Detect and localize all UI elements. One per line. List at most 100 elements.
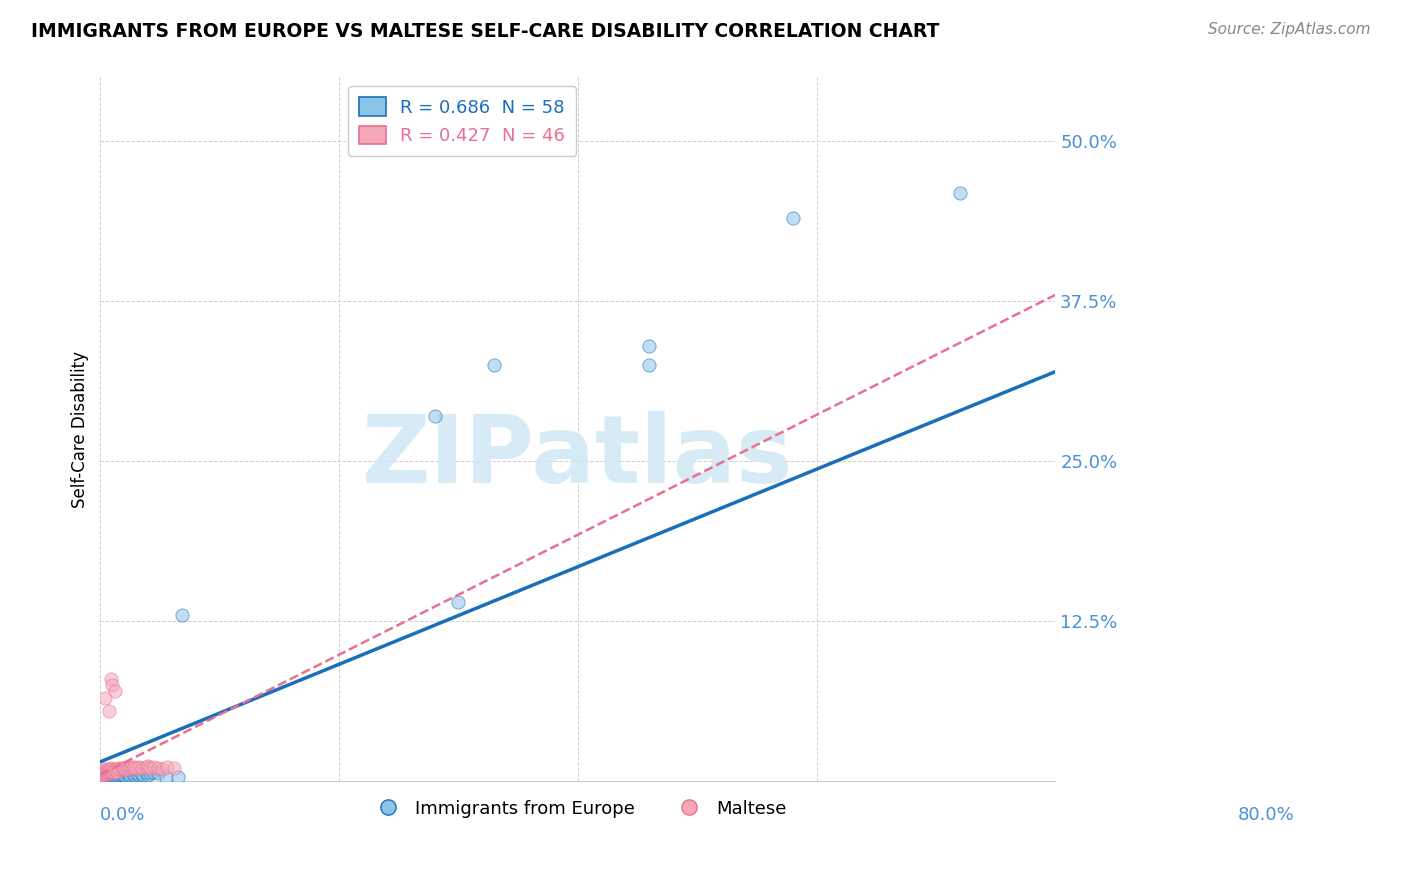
Point [112, 761, 135, 775]
Text: 80.0%: 80.0% [1237, 805, 1294, 823]
Point [96, 770, 118, 784]
Point [105, 765, 128, 780]
Point [101, 769, 124, 783]
Point [170, 607, 193, 622]
Point [104, 766, 127, 780]
Point [93, 767, 115, 781]
Text: 0.0%: 0.0% [100, 805, 146, 823]
Point [112, 767, 135, 781]
Point [101, 764, 124, 778]
Point [107, 765, 129, 780]
Point [104, 769, 127, 783]
Point [638, 358, 661, 372]
Point [96, 765, 118, 780]
Point [135, 765, 157, 780]
Point [98, 763, 121, 777]
Point [120, 760, 142, 774]
Point [98, 765, 121, 780]
Point [111, 766, 134, 780]
Point [121, 761, 143, 775]
Point [121, 766, 143, 780]
Point [163, 761, 186, 775]
Point [114, 769, 136, 783]
Point [101, 767, 124, 781]
Point [128, 767, 150, 781]
Point [136, 767, 159, 781]
Point [94, 690, 117, 705]
Point [120, 761, 142, 775]
Point [949, 186, 972, 200]
Point [103, 763, 125, 777]
Point [91, 764, 114, 778]
Point [139, 761, 162, 775]
Point [96, 766, 118, 780]
Text: Source: ZipAtlas.com: Source: ZipAtlas.com [1208, 22, 1371, 37]
Point [122, 760, 145, 774]
Point [97, 767, 120, 781]
Point [100, 767, 122, 781]
Point [98, 769, 121, 783]
Point [152, 763, 174, 777]
Point [101, 765, 124, 780]
Point [112, 767, 135, 781]
Point [107, 769, 129, 783]
Point [135, 760, 157, 774]
Point [103, 766, 125, 780]
Point [100, 672, 122, 686]
Point [111, 761, 134, 775]
Text: ZIPatlas: ZIPatlas [363, 411, 793, 503]
Point [143, 760, 166, 774]
Point [100, 765, 122, 780]
Point [115, 761, 138, 775]
Point [167, 770, 190, 784]
Point [96, 769, 118, 783]
Point [638, 339, 661, 353]
Point [96, 763, 118, 777]
Point [782, 211, 804, 226]
Point [100, 770, 122, 784]
Point [94, 766, 117, 780]
Point [93, 770, 115, 784]
Point [100, 766, 122, 780]
Legend: Immigrants from Europe, Maltese: Immigrants from Europe, Maltese [363, 792, 793, 825]
Point [97, 764, 120, 778]
Point [146, 761, 169, 775]
Point [93, 765, 115, 780]
Point [98, 767, 121, 781]
Y-axis label: Self-Care Disability: Self-Care Disability [72, 351, 89, 508]
Point [155, 770, 177, 784]
Point [94, 769, 117, 783]
Point [132, 767, 155, 781]
Point [423, 409, 446, 424]
Point [117, 763, 139, 777]
Point [97, 770, 120, 784]
Point [97, 704, 120, 718]
Point [108, 767, 131, 781]
Point [96, 765, 118, 780]
Point [146, 766, 169, 780]
Point [108, 763, 131, 777]
Point [103, 765, 125, 780]
Point [484, 358, 506, 372]
Point [115, 767, 138, 781]
Point [111, 769, 134, 783]
Point [136, 758, 159, 772]
Point [96, 767, 118, 781]
Point [90, 770, 112, 784]
Point [96, 764, 118, 778]
Point [94, 763, 117, 777]
Point [91, 769, 114, 783]
Point [104, 767, 127, 781]
Point [139, 766, 162, 780]
Point [104, 765, 127, 780]
Point [110, 767, 132, 781]
Point [128, 760, 150, 774]
Point [105, 767, 128, 781]
Point [125, 761, 148, 775]
Point [103, 769, 125, 783]
Point [90, 767, 112, 781]
Point [91, 766, 114, 780]
Point [131, 761, 153, 775]
Point [97, 766, 120, 780]
Point [104, 684, 127, 698]
